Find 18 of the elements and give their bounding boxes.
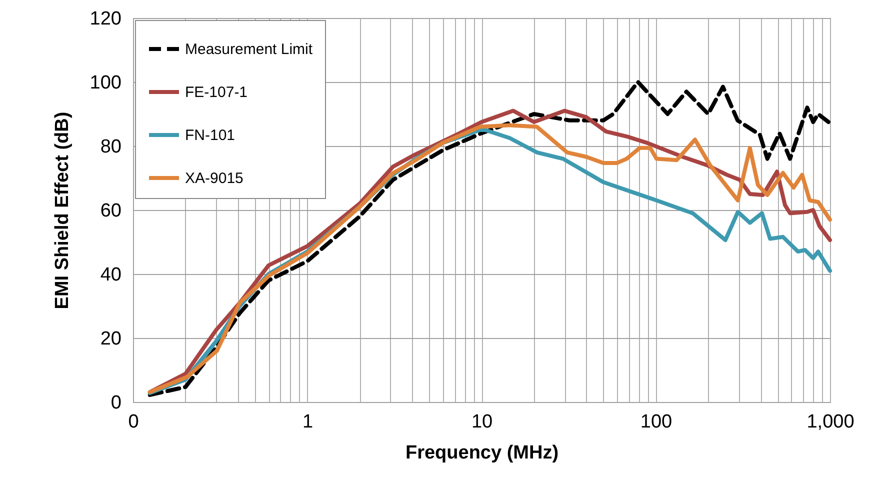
x-tick-label: 1,000 (806, 412, 854, 432)
y-tick-label: 0 (110, 392, 122, 414)
legend-label: FN-101 (185, 127, 236, 144)
y-axis-title: EMI Shield Effect (dB) (52, 112, 73, 310)
y-tick-label: 20 (100, 328, 122, 350)
y-tick-label: 40 (100, 264, 122, 286)
x-tick-label: 10 (471, 412, 493, 432)
x-axis-title: Frequency (MHz) (405, 442, 559, 464)
legend-label: Measurement Limit (185, 41, 314, 58)
x-tick-label: 100 (640, 412, 672, 432)
x-tick-label: 1 (302, 412, 314, 432)
x-tick-label: 0 (128, 412, 139, 432)
y-tick-label: 120 (90, 8, 122, 30)
legend-label: XA-9015 (185, 170, 244, 187)
y-tick-label: 80 (100, 136, 122, 158)
y-tick-label: 100 (90, 72, 122, 94)
legend-label: FE-107-1 (185, 84, 248, 101)
y-tick-label: 60 (100, 200, 122, 222)
